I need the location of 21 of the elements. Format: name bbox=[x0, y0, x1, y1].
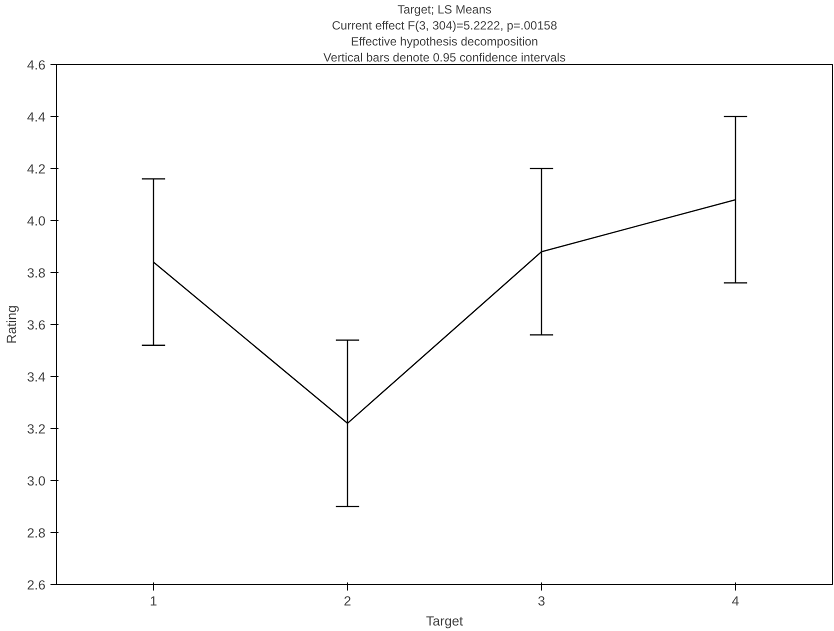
x-tick-label: 2 bbox=[344, 594, 352, 608]
x-tick-label: 4 bbox=[732, 594, 740, 608]
y-axis-title: Rating bbox=[4, 305, 19, 344]
y-tick-label: 4.6 bbox=[26, 58, 46, 72]
y-tick-label: 3.4 bbox=[26, 370, 46, 384]
y-tick-label: 3.0 bbox=[26, 474, 46, 488]
annotation: Vertical bars denote 0.95 confidence intervals bbox=[323, 50, 566, 64]
x-tick-label: 1 bbox=[150, 594, 158, 608]
y-tick-label: 3.6 bbox=[26, 318, 46, 332]
text: Effective hypothesis decomposition bbox=[350, 34, 538, 48]
y-tick-label: 3.2 bbox=[26, 422, 46, 436]
x-axis-title: Target bbox=[426, 614, 464, 628]
y-tick-label: 4.4 bbox=[26, 110, 46, 124]
y-tick-label: 4.0 bbox=[26, 214, 46, 228]
y-tick-label: 2.8 bbox=[26, 526, 46, 540]
y-tick-label: 4.2 bbox=[26, 162, 46, 176]
y-tick-label: 3.8 bbox=[26, 266, 46, 280]
y-tick-label: 2.6 bbox=[26, 578, 46, 592]
chart-subtitle: Current effect F(3, 304)=5.2222, p=.00158 bbox=[332, 18, 558, 32]
chart-title: Target; LS Means bbox=[397, 2, 492, 16]
x-tick-label: 3 bbox=[538, 594, 546, 608]
